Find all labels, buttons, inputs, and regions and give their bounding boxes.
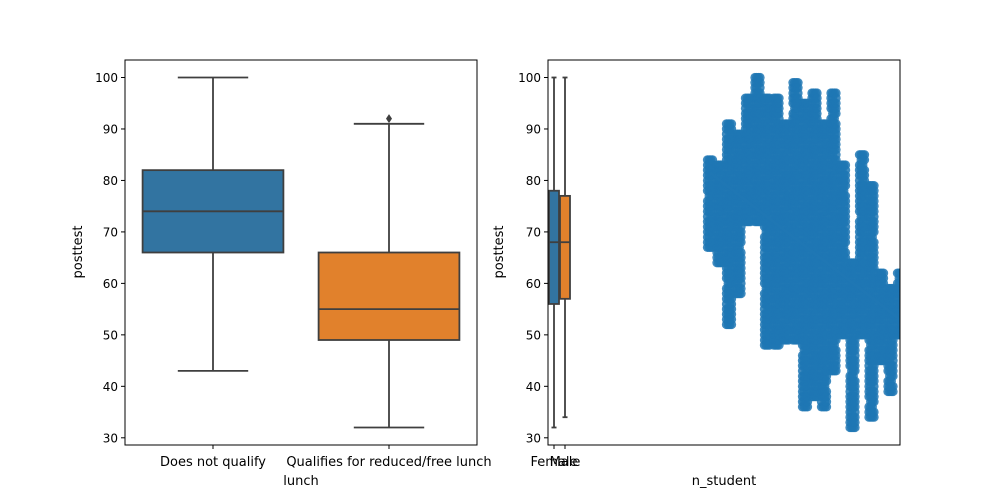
scatter-point xyxy=(869,237,879,247)
left-y-tick-label: 70 xyxy=(103,225,118,239)
right-y-ticks: 30 40 50 60 70 80 90 100 xyxy=(518,71,548,445)
scatter-point xyxy=(831,345,841,355)
right-first-box xyxy=(548,189,560,305)
scatter-point xyxy=(736,247,746,258)
scatter-point xyxy=(859,165,870,175)
scatter-point xyxy=(859,150,870,160)
left-y-tick-label: 50 xyxy=(103,328,118,342)
right-y-axis-label: posttest xyxy=(492,225,507,278)
scatter-point xyxy=(888,381,898,391)
scatter-point xyxy=(812,88,822,98)
right-x-tick-label: Female xyxy=(530,455,577,470)
right-y-tick-label: 30 xyxy=(526,431,541,445)
right-x-axis-label: n_student xyxy=(692,474,756,489)
left-x-ticks: Does not qualify Qualifies for reduced/fr… xyxy=(160,445,492,470)
scatter-point xyxy=(869,180,879,191)
right-y-tick-label: 70 xyxy=(526,225,541,239)
scatter-point xyxy=(840,247,851,258)
left-second-outlier xyxy=(386,114,392,124)
left-x-axis-label: lunch xyxy=(283,474,318,489)
left-y-tick-label: 80 xyxy=(103,174,118,188)
right-y-tick-label: 50 xyxy=(526,328,541,342)
scatter-point xyxy=(840,191,851,201)
scatter-point xyxy=(878,268,889,278)
right-second-box xyxy=(559,194,571,300)
scatter-point xyxy=(897,269,900,277)
scatter-point xyxy=(726,119,737,129)
regression-line xyxy=(709,171,900,321)
left-y-tick-label: 60 xyxy=(103,277,118,291)
right-boxes xyxy=(548,76,571,429)
right-axes-frame xyxy=(547,59,901,446)
left-y-ticks: 30 40 50 60 70 80 90 100 xyxy=(95,71,125,445)
left-x-tick-label: Does not qualify xyxy=(160,455,266,470)
scatter-point xyxy=(831,119,841,129)
scatter-point xyxy=(821,386,832,397)
left-y-tick-label: 30 xyxy=(103,431,118,445)
left-y-tick-label: 40 xyxy=(103,380,118,394)
scatter-point xyxy=(869,407,879,417)
right-plot-area xyxy=(548,72,900,433)
right-y-tick-label: 90 xyxy=(526,122,541,136)
scatter-point xyxy=(850,376,860,386)
left-y-axis-label: posttest xyxy=(71,225,86,278)
left-boxes xyxy=(141,76,461,429)
left-subplot: 30 40 50 60 70 80 90 100 Does not qualify Qualif… xyxy=(71,59,492,489)
scatter-point xyxy=(897,284,900,293)
right-x-tick-label: Male xyxy=(550,455,581,470)
left-y-tick-label: 90 xyxy=(103,122,118,136)
right-y-tick-label: 100 xyxy=(518,71,541,85)
scatter-point xyxy=(755,72,765,83)
left-x-tick-label: Qualifies for reduced/free lunch xyxy=(286,455,491,470)
scatter-point xyxy=(840,160,851,170)
left-axes-frame xyxy=(124,59,478,446)
right-y-tick-label: 80 xyxy=(526,174,541,188)
right-y-tick-label: 40 xyxy=(526,380,541,394)
left-y-tick-label: 100 xyxy=(95,71,118,85)
scatter-point xyxy=(831,88,841,98)
scatter-point xyxy=(774,93,784,103)
scatter-point xyxy=(793,78,803,88)
right-y-tick-label: 60 xyxy=(526,277,541,291)
left-second-box xyxy=(317,251,461,341)
